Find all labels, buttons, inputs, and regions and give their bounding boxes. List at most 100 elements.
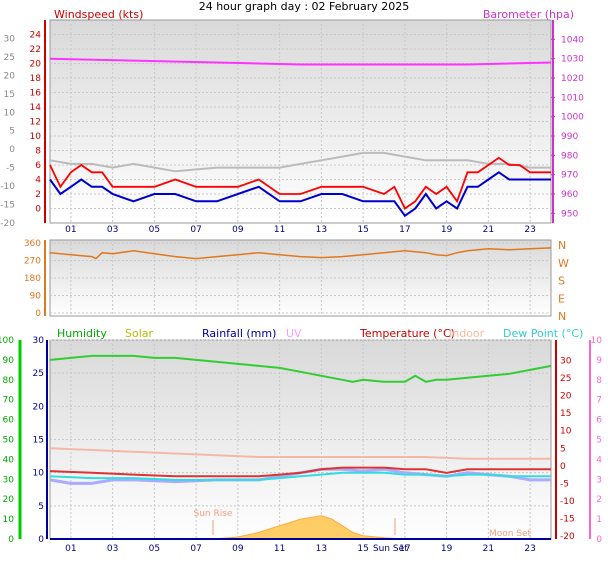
barometer-tick-label: 960 xyxy=(561,190,578,200)
temperature-tick-label: 0 xyxy=(560,462,566,472)
legend-temperature: Temperature (°C) xyxy=(359,327,455,340)
temperature-tick-label: 25 xyxy=(560,374,571,384)
x-tick-label: 13 xyxy=(316,225,327,235)
compass-label: N xyxy=(558,310,566,323)
solar-area xyxy=(212,515,405,540)
temperature-tick-label: 30 xyxy=(560,357,572,367)
humidity-tick-label: 20 xyxy=(3,495,15,505)
x-tick-label: 01 xyxy=(65,225,76,235)
wind-tick-label: 18 xyxy=(30,74,42,84)
x-tick-label: 23 xyxy=(524,225,535,235)
direction-tick-label: 0 xyxy=(35,309,41,319)
x-tick-label-bottom: Sun Set xyxy=(373,544,408,554)
humidity-tick-label: 0 xyxy=(8,535,14,545)
x-tick-label-bottom: 11 xyxy=(274,544,285,554)
compass-label: N xyxy=(558,239,566,252)
temperature-tick-label: -5 xyxy=(560,479,569,489)
wind-tick-label: 2 xyxy=(35,190,41,200)
chart-title: 24 hour graph day : 02 February 2025 xyxy=(199,0,410,13)
barometer-tick-label: 1000 xyxy=(561,113,584,123)
rainfall-tick-label: 5 xyxy=(38,502,44,512)
barometer-tick-label: 950 xyxy=(561,209,578,219)
temperature-tick-label: 20 xyxy=(560,392,572,402)
wind-tick-label: 12 xyxy=(30,118,41,128)
wind-tick-label: 4 xyxy=(35,176,41,186)
uv-tick-label: 9 xyxy=(596,356,602,366)
dew-point-line xyxy=(49,471,551,481)
series-layer xyxy=(49,57,552,540)
x-tick-label: 21 xyxy=(483,225,494,235)
barometer-tick-label: 990 xyxy=(561,132,578,142)
direction-tick-label: 180 xyxy=(24,274,41,284)
x-tick-label-bottom: 23 xyxy=(524,544,535,554)
x-tick-label-bottom: 21 xyxy=(483,544,494,554)
outer-left-tick-label: -20 xyxy=(0,219,15,229)
windspeed-line xyxy=(49,156,551,210)
barometer-tick-label: 1030 xyxy=(561,55,584,65)
uv-tick-label: 7 xyxy=(596,396,602,406)
compass-label: E xyxy=(558,292,565,305)
compass-label: S xyxy=(558,275,565,288)
legend-uv: UV xyxy=(286,327,302,340)
uv-tick-label: 8 xyxy=(596,376,602,386)
wind-direction-line xyxy=(49,247,552,260)
grey-series-line xyxy=(49,151,551,173)
x-tick-label: 15 xyxy=(357,225,368,235)
humidity-tick-label: 30 xyxy=(3,475,15,485)
uv-tick-label: 1 xyxy=(596,515,602,525)
uv-tick-label: 6 xyxy=(596,416,602,426)
x-tick-label: 07 xyxy=(190,225,201,235)
temperature-tick-label: -10 xyxy=(560,497,575,507)
barometer-tick-label: 1010 xyxy=(561,93,584,103)
uv-tick-label: 3 xyxy=(596,475,602,485)
wind-tick-label: 10 xyxy=(30,132,42,142)
barometer-tick-label: 970 xyxy=(561,171,578,181)
humidity-tick-label: 90 xyxy=(3,356,15,366)
direction-tick-label: 90 xyxy=(30,292,42,302)
legend-dew-point: Dew Point (°C) xyxy=(503,327,583,340)
outer-left-tick-label: -5 xyxy=(6,164,15,174)
wind-tick-label: 22 xyxy=(30,45,41,55)
x-tick-label-bottom: 19 xyxy=(441,544,453,554)
wind-tick-label: 16 xyxy=(30,89,42,99)
legend-rainfall: Rainfall (mm) xyxy=(202,327,276,340)
rainfall-tick-label: 10 xyxy=(33,469,45,479)
temperature-line xyxy=(49,466,551,478)
uv-tick-label: 4 xyxy=(596,455,602,465)
direction-tick-label: 360 xyxy=(24,239,41,249)
compass-label: W xyxy=(558,257,569,270)
outer-left-tick-label: 30 xyxy=(4,34,16,44)
x-tick-label: 19 xyxy=(441,225,453,235)
outer-left-tick-label: 0 xyxy=(9,145,15,155)
uv-tick-label: 10 xyxy=(591,336,603,346)
temperature-tick-label: -15 xyxy=(560,514,575,524)
rainfall-tick-label: 30 xyxy=(33,336,45,346)
humidity-line xyxy=(49,354,552,383)
wind-tick-label: 8 xyxy=(35,147,41,157)
humidity-tick-label: 70 xyxy=(3,396,15,406)
outer-left-tick-label: 20 xyxy=(4,71,16,81)
x-tick-label-bottom: 13 xyxy=(316,544,327,554)
direction-tick-label: 270 xyxy=(24,257,41,267)
temperature-tick-label: 5 xyxy=(560,444,566,454)
sun-rise-label: Sun Rise xyxy=(194,509,233,519)
barometer-tick-label: 1020 xyxy=(561,74,584,84)
uv-tick-label: 5 xyxy=(596,436,602,446)
barometer-tick-label: 980 xyxy=(561,151,578,161)
wind-tick-label: 24 xyxy=(30,31,42,41)
outer-left-tick-label: 15 xyxy=(4,90,15,100)
axes: 024681012141618202224-20-15-10-505101520… xyxy=(0,20,602,554)
x-tick-label-bottom: 15 xyxy=(357,544,368,554)
windspeed-axis-label: Windspeed (kts) xyxy=(54,8,143,21)
gust-line xyxy=(49,171,551,218)
x-tick-label-bottom: 07 xyxy=(190,544,201,554)
x-tick-label-bottom: 05 xyxy=(149,544,160,554)
outer-left-tick-label: 5 xyxy=(9,127,15,137)
moon-set-label: Moon Set xyxy=(489,529,532,539)
rainfall-tick-label: 15 xyxy=(33,436,44,446)
uv-tick-label: 0 xyxy=(596,535,602,545)
outer-left-tick-label: 25 xyxy=(4,53,15,63)
uv-tick-label: 2 xyxy=(596,495,602,505)
